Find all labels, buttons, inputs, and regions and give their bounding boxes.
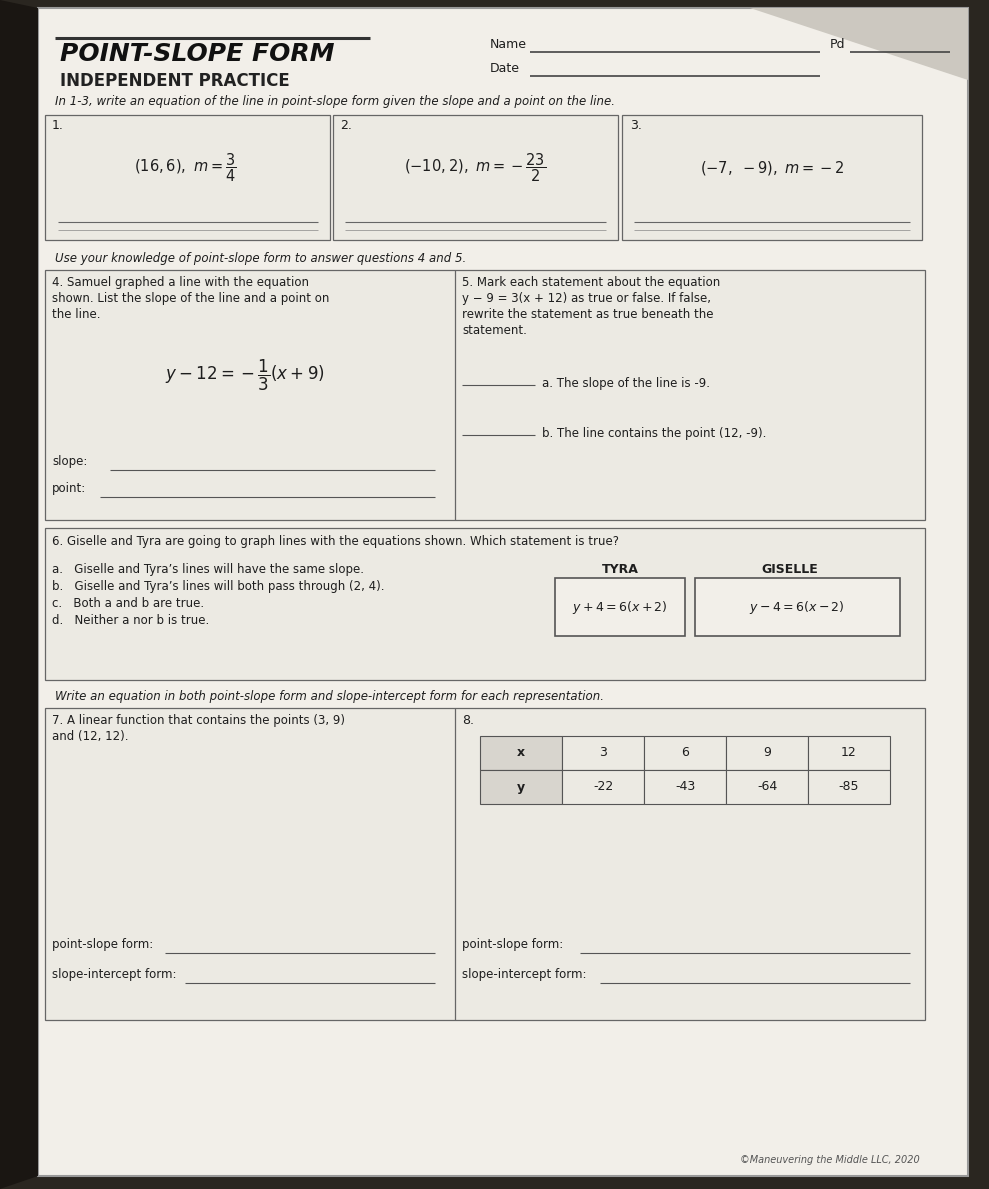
Text: Name: Name xyxy=(490,38,527,51)
Bar xyxy=(726,736,808,770)
Bar xyxy=(45,707,925,1020)
Text: $y - 4 = 6(x - 2)$: $y - 4 = 6(x - 2)$ xyxy=(749,599,845,617)
Text: 3: 3 xyxy=(599,747,607,760)
Text: 5. Mark each statement about the equation: 5. Mark each statement about the equatio… xyxy=(462,276,720,289)
Text: $(-7,\ -9),\ m = -2$: $(-7,\ -9),\ m = -2$ xyxy=(699,159,845,177)
Text: 3.: 3. xyxy=(630,119,642,132)
Text: a.   Giselle and Tyra’s lines will have the same slope.: a. Giselle and Tyra’s lines will have th… xyxy=(52,564,364,575)
Polygon shape xyxy=(750,8,968,80)
Bar xyxy=(333,115,618,240)
Text: TYRA: TYRA xyxy=(601,564,639,575)
Text: 4. Samuel graphed a line with the equation: 4. Samuel graphed a line with the equati… xyxy=(52,276,309,289)
Text: c.   Both a and b are true.: c. Both a and b are true. xyxy=(52,597,204,610)
Text: POINT-SLOPE FORM: POINT-SLOPE FORM xyxy=(60,42,334,67)
Bar xyxy=(562,736,644,770)
Text: 1.: 1. xyxy=(52,119,64,132)
Text: INDEPENDENT PRACTICE: INDEPENDENT PRACTICE xyxy=(60,73,290,90)
Text: x: x xyxy=(517,747,525,760)
Bar xyxy=(726,770,808,804)
Text: point:: point: xyxy=(52,482,86,495)
Text: shown. List the slope of the line and a point on: shown. List the slope of the line and a … xyxy=(52,292,329,306)
Text: and (12, 12).: and (12, 12). xyxy=(52,730,129,743)
Text: statement.: statement. xyxy=(462,323,527,336)
Text: -64: -64 xyxy=(757,780,777,793)
Text: y: y xyxy=(517,780,525,793)
Bar xyxy=(45,528,925,680)
Bar xyxy=(45,115,330,240)
Text: 12: 12 xyxy=(841,747,856,760)
Text: $(-10, 2),\ m = -\dfrac{23}{2}$: $(-10, 2),\ m = -\dfrac{23}{2}$ xyxy=(404,152,546,184)
Text: point-slope form:: point-slope form: xyxy=(462,938,564,951)
Text: Pd: Pd xyxy=(830,38,846,51)
Text: b. The line contains the point (12, -9).: b. The line contains the point (12, -9). xyxy=(542,427,766,440)
Text: $(16, 6),\ m = \dfrac{3}{4}$: $(16, 6),\ m = \dfrac{3}{4}$ xyxy=(134,152,236,184)
Text: d.   Neither a nor b is true.: d. Neither a nor b is true. xyxy=(52,614,210,627)
Text: a. The slope of the line is -9.: a. The slope of the line is -9. xyxy=(542,377,710,390)
Text: -43: -43 xyxy=(674,780,695,793)
Text: 2.: 2. xyxy=(340,119,352,132)
Text: Write an equation in both point-slope form and slope-intercept form for each rep: Write an equation in both point-slope fo… xyxy=(55,690,604,703)
Text: rewrite the statement as true beneath the: rewrite the statement as true beneath th… xyxy=(462,308,713,321)
Text: In 1-3, write an equation of the line in point-slope form given the slope and a : In 1-3, write an equation of the line in… xyxy=(55,95,615,108)
Text: point-slope form:: point-slope form: xyxy=(52,938,153,951)
Bar xyxy=(562,770,644,804)
Bar xyxy=(644,770,726,804)
Bar xyxy=(808,770,890,804)
Text: slope-intercept form:: slope-intercept form: xyxy=(462,968,586,981)
Text: slope-intercept form:: slope-intercept form: xyxy=(52,968,176,981)
Text: Date: Date xyxy=(490,62,520,75)
Bar xyxy=(808,736,890,770)
Text: ©Maneuvering the Middle LLC, 2020: ©Maneuvering the Middle LLC, 2020 xyxy=(740,1155,920,1165)
Text: GISELLE: GISELLE xyxy=(762,564,818,575)
Text: Use your knowledge of point-slope form to answer questions 4 and 5.: Use your knowledge of point-slope form t… xyxy=(55,252,466,265)
Bar xyxy=(622,115,922,240)
Text: b.   Giselle and Tyra’s lines will both pass through (2, 4).: b. Giselle and Tyra’s lines will both pa… xyxy=(52,580,385,593)
Text: 8.: 8. xyxy=(462,715,474,726)
Text: $y + 4 = 6(x + 2)$: $y + 4 = 6(x + 2)$ xyxy=(573,599,668,617)
Text: -22: -22 xyxy=(592,780,613,793)
Text: 7. A linear function that contains the points (3, 9): 7. A linear function that contains the p… xyxy=(52,715,345,726)
Text: 9: 9 xyxy=(764,747,771,760)
Bar xyxy=(695,578,900,636)
Bar xyxy=(480,770,562,804)
Bar xyxy=(480,736,562,770)
Text: 6: 6 xyxy=(681,747,689,760)
Text: y − 9 = 3(x + 12) as true or false. If false,: y − 9 = 3(x + 12) as true or false. If f… xyxy=(462,292,711,306)
Text: the line.: the line. xyxy=(52,308,101,321)
Text: 6. Giselle and Tyra are going to graph lines with the equations shown. Which sta: 6. Giselle and Tyra are going to graph l… xyxy=(52,535,619,548)
Text: -85: -85 xyxy=(839,780,859,793)
Polygon shape xyxy=(0,0,38,1189)
Text: slope:: slope: xyxy=(52,455,87,468)
Text: $y - 12 = -\dfrac{1}{3}(x + 9)$: $y - 12 = -\dfrac{1}{3}(x + 9)$ xyxy=(165,358,324,392)
Bar xyxy=(555,578,685,636)
Bar xyxy=(644,736,726,770)
Bar xyxy=(45,270,925,520)
